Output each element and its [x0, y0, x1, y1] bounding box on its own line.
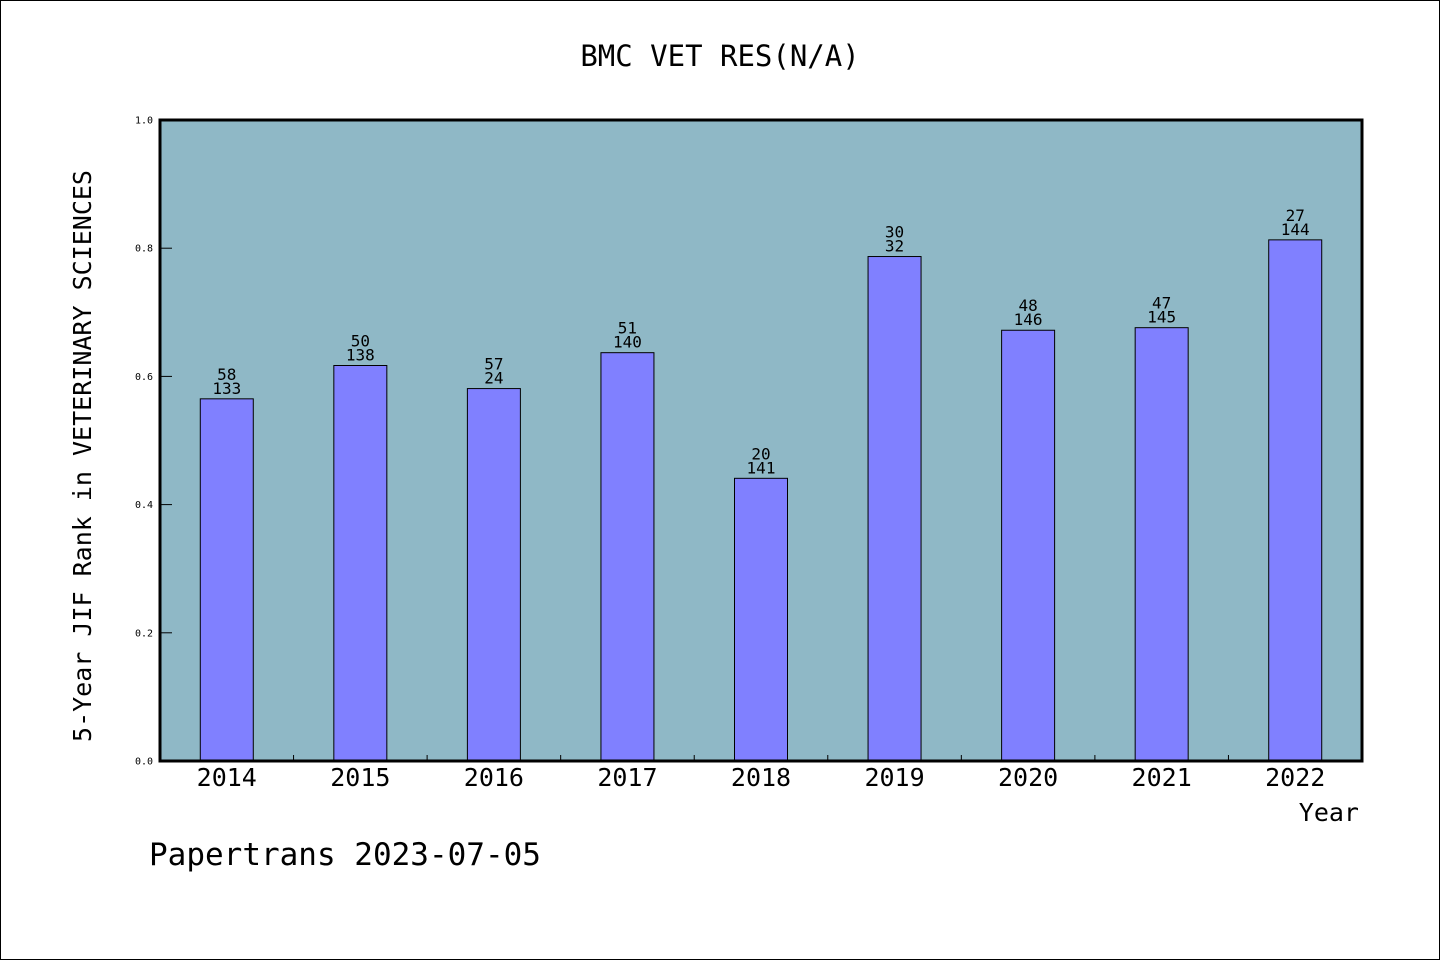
data-label-bottom-2021: 145	[1147, 308, 1176, 327]
x-tick-label-2016: 2016	[464, 763, 524, 792]
data-label-bottom-2016: 24	[484, 369, 503, 388]
data-label-top-2017: 51	[618, 319, 637, 338]
footer-credit: Papertrans 2023-07-05	[149, 837, 541, 873]
data-label-bottom-2015: 138	[346, 346, 375, 365]
y-axis-label: 5-Year JIF Rank in VETERINARY SCIENCES	[68, 170, 97, 742]
y-tick-label-0.6: 0.6	[135, 372, 153, 383]
bar-2018	[734, 477, 788, 762]
x-tick-label-2021: 2021	[1132, 763, 1192, 792]
data-label-bottom-2019: 32	[885, 237, 904, 256]
bar-2020	[1001, 329, 1056, 762]
bar-2016	[466, 388, 521, 762]
y-tick-label-0.0: 0.0	[135, 757, 153, 768]
y-tick-label-1.0: 1.0	[135, 116, 153, 127]
data-label-bottom-2017: 140	[613, 333, 642, 352]
x-tick-label-2020: 2020	[998, 763, 1058, 792]
data-label-bottom-2014: 133	[212, 379, 241, 398]
y-tick-label-0.4: 0.4	[135, 500, 153, 511]
data-label-top-2018: 20	[751, 444, 770, 463]
y-tick-label-0.8: 0.8	[135, 244, 153, 255]
y-axis: 0.0 0.2 0.4 0.6 0.8 1.0	[135, 116, 172, 768]
data-label-top-2015: 50	[351, 332, 370, 351]
data-label-top-2020: 48	[1018, 296, 1037, 315]
data-label-top-2019: 30	[885, 223, 904, 242]
x-tick-label-2017: 2017	[597, 763, 657, 792]
y-tick-label-0.2: 0.2	[135, 628, 153, 639]
data-label-bottom-2020: 146	[1014, 310, 1043, 329]
data-label-bottom-2018: 141	[747, 458, 776, 477]
bar-2019	[867, 256, 922, 762]
data-label-bottom-2022: 144	[1281, 220, 1310, 239]
bars-group	[199, 239, 1323, 762]
bar-2022	[1268, 239, 1323, 762]
bar-2021	[1134, 327, 1189, 762]
bar-2015	[333, 365, 388, 762]
x-axis-label: Year	[1299, 798, 1359, 827]
data-label-top-2022: 27	[1286, 206, 1305, 225]
data-label-top-2014: 58	[217, 365, 236, 384]
bar-2014	[199, 398, 254, 762]
data-label-top-2016: 57	[484, 355, 503, 374]
x-tick-label-2015: 2015	[330, 763, 390, 792]
x-tick-label-2018: 2018	[731, 763, 791, 792]
x-tick-label-2022: 2022	[1265, 763, 1325, 792]
data-label-top-2021: 47	[1152, 294, 1171, 313]
plot-border	[158, 118, 1364, 763]
chart-title: BMC VET RES(N/A)	[580, 39, 859, 73]
x-tick-label-2014: 2014	[197, 763, 257, 792]
x-tick-label-2019: 2019	[864, 763, 924, 792]
x-axis: 2014 2015 2016 2017 2018 2019 2020 2021 2022	[197, 755, 1325, 792]
bar-2017	[600, 352, 655, 762]
